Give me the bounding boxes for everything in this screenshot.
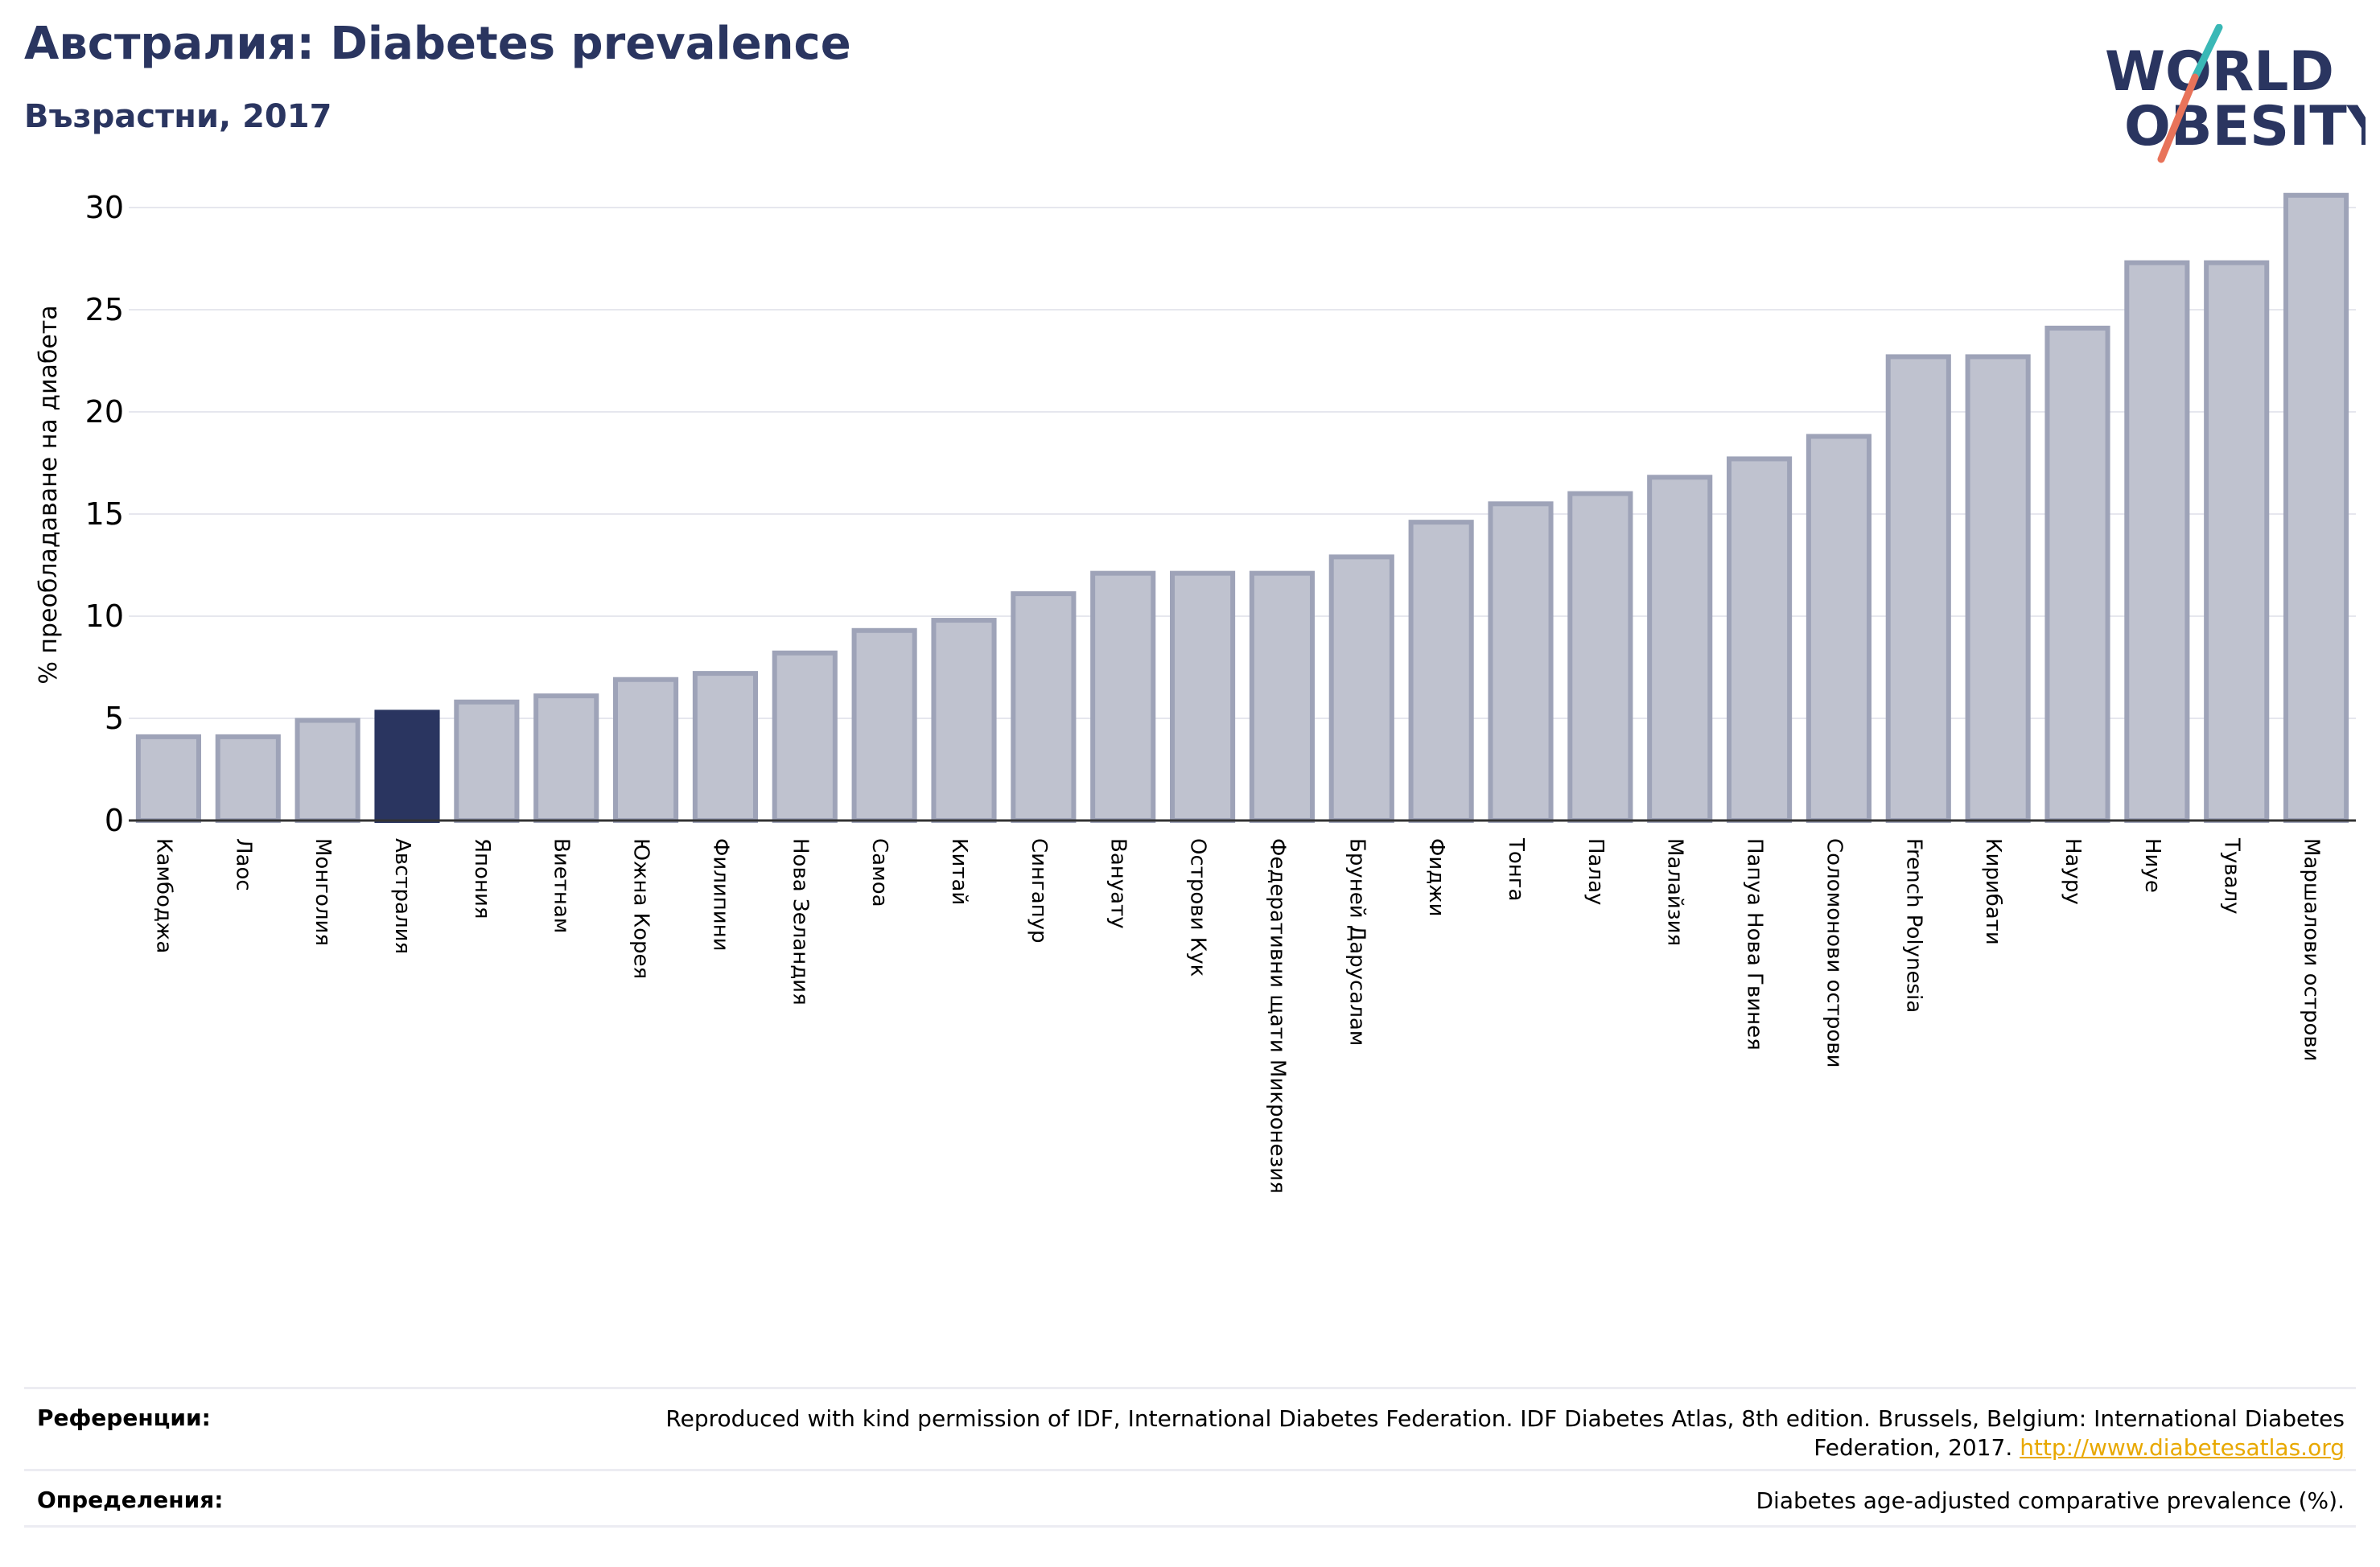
bar <box>851 627 917 824</box>
y-tick-label: 20 <box>85 394 124 430</box>
x-tick-label: Лаос <box>231 838 255 891</box>
x-tick-label: Острови Кук <box>1186 838 1210 977</box>
bar <box>2204 260 2270 823</box>
x-tick-label: Кирибати <box>1981 838 2005 945</box>
chart-title: Австралия: Diabetes prevalence <box>24 18 851 70</box>
bar <box>1408 520 1474 823</box>
x-tick-label: Тувалу <box>2220 837 2244 915</box>
bar <box>135 734 201 823</box>
x-tick-label: Южна Корея <box>629 838 653 979</box>
x-tick-label: Австралия <box>390 838 414 954</box>
world-obesity-logo: WORLD OBESITY <box>2105 24 2366 163</box>
y-tick-label: 10 <box>85 598 124 634</box>
bar <box>1647 475 1713 824</box>
bar <box>215 734 281 823</box>
footer-divider-top <box>24 1387 2356 1389</box>
x-tick-label: French Polynesia <box>1901 838 1925 1013</box>
bar <box>294 718 360 823</box>
x-tick-label: Филипини <box>708 838 732 952</box>
x-tick-label: Вануату <box>1106 838 1130 929</box>
y-axis-label: % преобладаване на диабета <box>35 305 63 684</box>
x-tick-label: Науру <box>2061 838 2085 905</box>
bar <box>692 671 758 823</box>
references-link[interactable]: http://www.diabetesatlas.org <box>2020 1434 2345 1461</box>
bar <box>1328 554 1394 824</box>
bar <box>533 693 599 823</box>
x-tick-label: Япония <box>470 838 494 919</box>
logo-slash-teal <box>2191 24 2223 81</box>
bars <box>135 192 2349 824</box>
x-tick-label: Бруней Дарусалам <box>1344 838 1369 1046</box>
x-tick-label: Камбоджа <box>151 838 175 953</box>
x-tick-label: Нова Зеландия <box>788 838 812 1006</box>
y-tick-label: 15 <box>85 496 124 532</box>
bar <box>2124 260 2190 823</box>
x-tick-label: Федеративни щати Микронезия <box>1265 838 1289 1194</box>
bar <box>454 699 520 823</box>
x-tick-label: Соломонови острови <box>1822 838 1846 1067</box>
bar <box>1170 570 1236 823</box>
x-tick-label: Фиджи <box>1424 838 1448 917</box>
bar <box>1011 591 1077 823</box>
bar <box>374 709 440 823</box>
logo-slash-red <box>2157 73 2199 163</box>
bar <box>931 618 997 824</box>
bar <box>1965 354 2031 824</box>
x-tick-label: Ниуе <box>2140 838 2164 893</box>
x-tick-label: Сингапур <box>1027 838 1051 944</box>
x-tick-label: Малайзия <box>1663 838 1687 946</box>
bar <box>1885 354 1951 824</box>
x-tick-label: Палау <box>1583 838 1608 905</box>
x-tick-label: Монголия <box>311 838 335 946</box>
references-body: Reproduced with kind permission of IDF, … <box>665 1405 2345 1461</box>
bar <box>1249 570 1315 823</box>
bar <box>1727 456 1793 823</box>
bar <box>772 650 838 823</box>
x-tick-label: Китай <box>947 838 971 905</box>
references-label: Референции: <box>37 1405 211 1431</box>
bar <box>2044 325 2110 823</box>
bar <box>2283 192 2349 823</box>
references-text: Reproduced with kind permission of IDF, … <box>574 1405 2345 1462</box>
y-tick-label: 0 <box>105 803 124 838</box>
x-axis-labels: Камбоджа Лаос Монголия Австралия Япония Виетн… <box>151 837 2323 1194</box>
footer-divider-middle <box>24 1469 2356 1471</box>
x-tick-label: Маршалови острови <box>2300 838 2324 1062</box>
bar <box>1488 501 1554 823</box>
bar <box>1567 491 1633 823</box>
y-tick-label: 5 <box>105 701 124 736</box>
chart-subtitle: Възрастни, 2017 <box>24 98 332 135</box>
x-tick-label: Самоа <box>867 838 891 907</box>
bar <box>613 677 679 823</box>
x-tick-label: Тонга <box>1504 837 1528 901</box>
definitions-label: Определения: <box>37 1487 224 1513</box>
y-tick-label: 30 <box>85 190 124 225</box>
footer-divider-bottom <box>24 1525 2356 1528</box>
x-tick-label: Папуа Нова Гвинея <box>1743 838 1767 1051</box>
x-tick-label: Виетнам <box>550 838 574 933</box>
logo-line1: WORLD <box>2105 40 2334 104</box>
definitions-text: Diabetes age-adjusted comparative preval… <box>1756 1487 2345 1514</box>
y-tick-label: 25 <box>85 292 124 327</box>
bar <box>1090 570 1156 823</box>
bar <box>1806 434 1871 823</box>
y-axis-ticks: 0 5 10 15 20 25 30 <box>85 190 124 838</box>
